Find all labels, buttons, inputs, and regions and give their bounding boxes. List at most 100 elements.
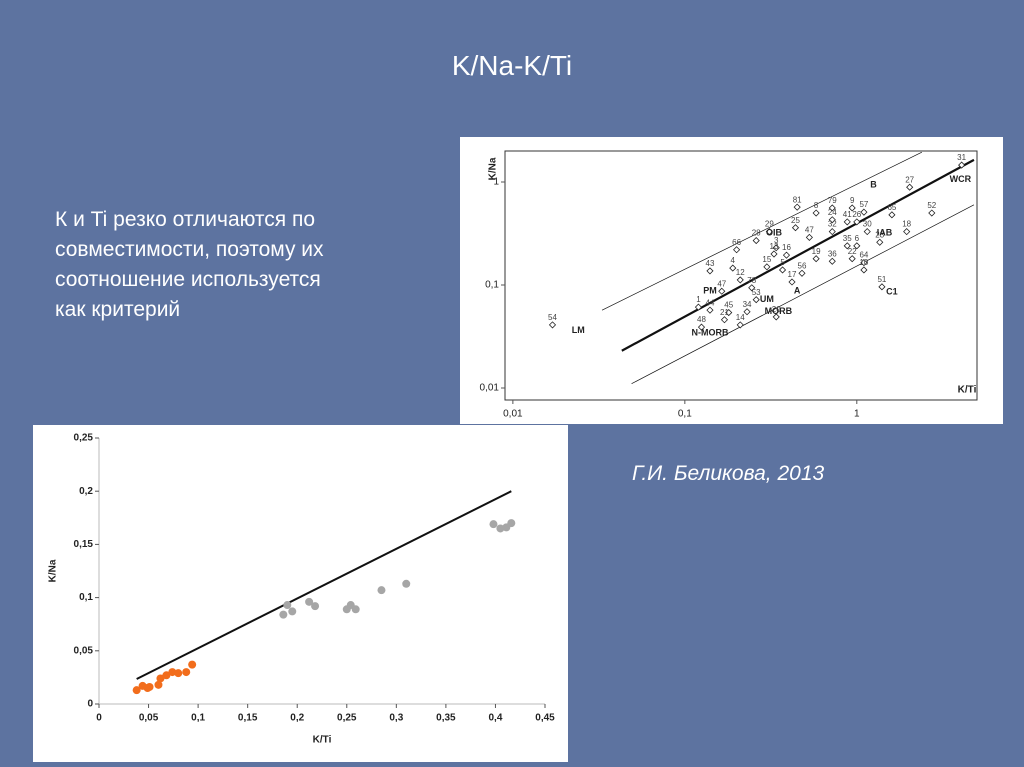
text-line: К и Ti резко отличаются по bbox=[55, 208, 316, 231]
point-label: 41 bbox=[843, 210, 852, 219]
point bbox=[860, 259, 868, 267]
point-label: 28 bbox=[752, 229, 761, 238]
point-label: 45 bbox=[724, 301, 733, 310]
point-label: 27 bbox=[905, 175, 914, 184]
x-tick-label: 0,25 bbox=[337, 713, 357, 724]
point-label: 10 bbox=[859, 258, 868, 267]
point bbox=[828, 204, 836, 212]
point bbox=[402, 579, 411, 588]
text-line: соотношение используется bbox=[55, 268, 321, 291]
reference-line bbox=[621, 158, 975, 352]
plot-frame bbox=[504, 150, 978, 401]
point bbox=[720, 316, 729, 324]
point bbox=[772, 313, 780, 321]
point bbox=[928, 209, 936, 217]
point bbox=[765, 228, 773, 236]
text-line: совместимости, поэтому их bbox=[55, 238, 324, 261]
point-label: 32 bbox=[828, 220, 837, 229]
point-label: 3 bbox=[774, 236, 779, 245]
point-label: 1 bbox=[696, 295, 701, 304]
point-label: 64 bbox=[859, 251, 868, 260]
citation: Г.И. Беликова, 2013 bbox=[632, 462, 825, 485]
x-tick-label: 0,2 bbox=[290, 713, 304, 724]
point bbox=[725, 308, 733, 317]
point bbox=[770, 250, 778, 258]
point bbox=[283, 601, 292, 610]
x-tick-label: 0,35 bbox=[436, 713, 456, 724]
point bbox=[888, 211, 896, 219]
point bbox=[182, 668, 191, 677]
point-label: 34 bbox=[743, 300, 752, 309]
chart: 0 0,05 0,1 0,15 0,2 0,25 0,3 0,35 0,4 0,45 0 0,05 0,… bbox=[33, 425, 568, 762]
point bbox=[706, 306, 714, 314]
point bbox=[188, 660, 197, 669]
x-axis-label: K/Ti bbox=[313, 735, 332, 746]
annotation: LM bbox=[572, 325, 585, 335]
point bbox=[168, 668, 177, 677]
point bbox=[843, 218, 851, 226]
x-tick-label: 0 bbox=[96, 713, 102, 724]
y-tick-label: 1 bbox=[493, 177, 499, 188]
point-label: 51 bbox=[877, 275, 886, 284]
point bbox=[311, 602, 320, 611]
point bbox=[489, 520, 498, 529]
point-label: 20 bbox=[772, 305, 781, 314]
point bbox=[812, 255, 820, 263]
point bbox=[763, 263, 771, 271]
annotation: MORB bbox=[765, 306, 793, 316]
reference-line bbox=[136, 490, 512, 680]
point bbox=[906, 183, 914, 191]
point-label: 31 bbox=[957, 153, 966, 162]
annotation: N-MORB bbox=[691, 328, 728, 338]
point bbox=[791, 224, 800, 232]
point-label: 81 bbox=[793, 195, 802, 204]
point bbox=[782, 251, 791, 259]
point bbox=[853, 218, 861, 226]
point bbox=[507, 519, 516, 528]
y-tick-label: 0,15 bbox=[74, 539, 94, 550]
point-label: 23 bbox=[875, 230, 884, 239]
annotation: WCR bbox=[950, 174, 972, 184]
point bbox=[736, 276, 744, 284]
point bbox=[843, 242, 851, 250]
point bbox=[697, 323, 706, 331]
point bbox=[718, 287, 726, 295]
point-label: 8 bbox=[814, 201, 819, 210]
point-label: 5 bbox=[780, 258, 785, 267]
point bbox=[743, 308, 751, 316]
x-tick-label: 0,3 bbox=[389, 713, 403, 724]
x-tick-label: 0,45 bbox=[535, 713, 555, 724]
point-label: 36 bbox=[828, 249, 837, 258]
point bbox=[863, 228, 871, 236]
x-tick-label: 0,05 bbox=[139, 713, 159, 724]
point bbox=[752, 296, 760, 304]
y-tick-label: 0,1 bbox=[485, 280, 499, 291]
point-label: 44 bbox=[706, 298, 715, 307]
point bbox=[145, 682, 154, 691]
annotation: UM bbox=[760, 294, 774, 304]
y-tick-label: 0,25 bbox=[74, 433, 94, 444]
y-tick-label: 0,05 bbox=[74, 645, 94, 656]
point-label: 12 bbox=[736, 268, 745, 277]
point bbox=[156, 674, 165, 683]
point-label: 52 bbox=[927, 201, 936, 210]
point bbox=[828, 257, 836, 265]
annotation: OIB bbox=[766, 227, 783, 237]
y-tick-label: 0 bbox=[87, 699, 93, 710]
x-tick-label: 0,4 bbox=[488, 713, 502, 724]
point bbox=[736, 321, 744, 329]
annotation: A bbox=[794, 286, 801, 296]
point bbox=[778, 266, 787, 274]
point bbox=[805, 233, 813, 241]
point-label: 29 bbox=[765, 220, 774, 229]
point-label: 35 bbox=[843, 234, 852, 243]
point bbox=[305, 597, 314, 606]
point bbox=[377, 586, 386, 595]
point-label: 57 bbox=[859, 200, 868, 209]
point-label: 48 bbox=[697, 315, 706, 324]
point-label: 56 bbox=[798, 261, 807, 270]
point bbox=[848, 204, 856, 212]
point bbox=[876, 238, 884, 246]
